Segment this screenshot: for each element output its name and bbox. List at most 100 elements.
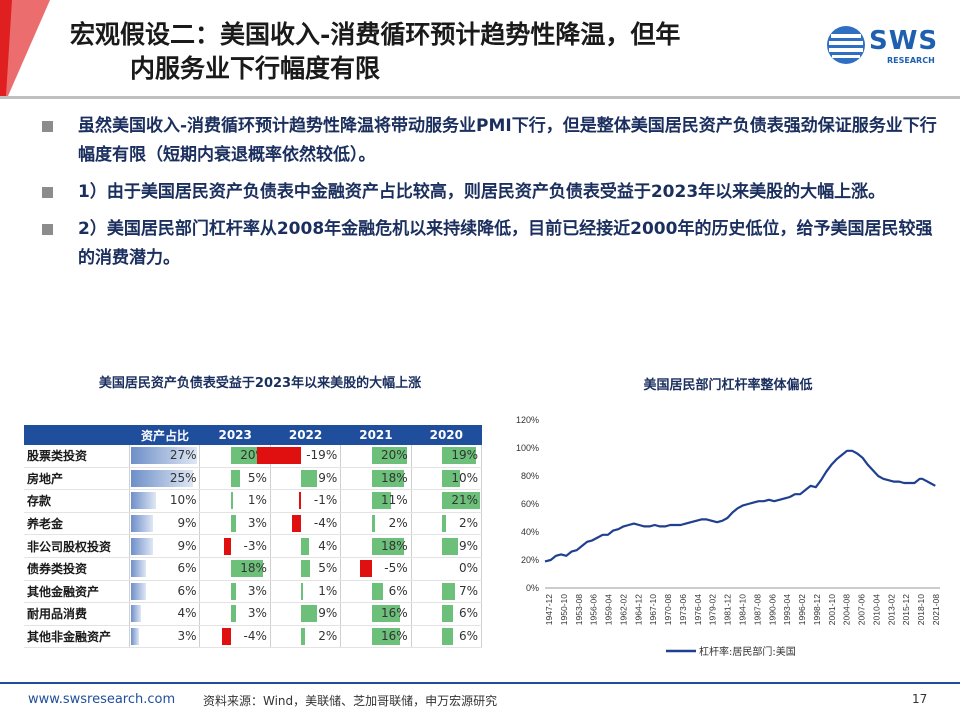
growth-cell: -4% [270, 512, 342, 536]
share-cell: 27% [129, 445, 201, 468]
cell-value: 1% [247, 493, 267, 508]
bullet-item: 1）由于美国居民资产负债表中金融资产占比较高，则居民资产负债表受益于2023年以… [38, 178, 938, 207]
row-label: 其他金融资产 [24, 580, 131, 604]
share-cell: 6% [129, 557, 201, 581]
x-tick-label: 2018-10 [916, 594, 926, 625]
y-tick-label: 0% [526, 583, 539, 593]
growth-cell: 18% [340, 467, 412, 491]
growth-cell: 6% [340, 580, 412, 604]
positive-bar [231, 492, 233, 510]
growth-cell: 18% [340, 534, 412, 558]
x-tick-label: 1981-12 [723, 594, 733, 625]
table-header-row: 资产占比 2023 2022 2021 2020 [24, 425, 482, 445]
cell-value: 9% [458, 538, 478, 553]
cell-value: 27% [169, 448, 197, 463]
negative-bar [299, 492, 302, 510]
cell-value: 9% [177, 516, 197, 531]
positive-bar [371, 469, 404, 487]
x-tick-label: 2010-04 [871, 594, 881, 625]
table-row: 其他金融资产 6% 3% 1% 6% 7% [24, 580, 483, 604]
cell-value: 18% [240, 561, 267, 576]
share-bar [131, 560, 147, 578]
positive-bar [442, 605, 453, 623]
positive-bar [231, 605, 237, 623]
table-row: 房地产 25% 5% 9% 18% 10% [24, 467, 483, 491]
table-row: 耐用品消费 4% 3% 9% 16% 6% [24, 602, 483, 626]
sws-logo: SWS RESEARCH [825, 22, 945, 72]
cell-value: 18% [380, 470, 408, 485]
row-label: 耐用品消费 [24, 602, 131, 626]
cell-value: 2% [318, 629, 338, 644]
footer-website-link[interactable]: www.swsresearch.com [28, 692, 176, 707]
bullet-square-icon [42, 187, 53, 198]
share-cell: 9% [129, 534, 201, 558]
x-tick-label: 1962-02 [618, 594, 628, 625]
y-tick-label: 120% [516, 415, 539, 425]
growth-cell: 2% [340, 512, 412, 536]
x-tick-label: 1967-10 [648, 594, 658, 625]
x-tick-label: 2001-10 [827, 594, 837, 625]
positive-bar [301, 560, 311, 578]
growth-cell: 5% [199, 467, 271, 491]
bullet-item: 虽然美国收入-消费循环预计趋势性降温将带动服务业PMI下行，但是整体美国居民资产… [38, 112, 938, 170]
title-line-2: 内服务业下行幅度有限 [130, 54, 381, 83]
growth-cell: 2% [411, 512, 483, 536]
x-tick-label: 1976-04 [693, 594, 703, 625]
cell-value: 5% [318, 561, 338, 576]
x-tick-label: 1984-10 [738, 594, 748, 625]
share-cell: 3% [129, 625, 201, 649]
cell-value: 10% [169, 493, 197, 508]
cell-value: 9% [177, 538, 197, 553]
y-tick-label: 20% [521, 555, 539, 565]
cell-value: 3% [247, 516, 267, 531]
positive-bar [371, 628, 401, 646]
row-label: 养老金 [24, 512, 131, 536]
negative-bar [224, 537, 232, 555]
positive-bar [442, 447, 477, 465]
x-tick-label: 1964-12 [633, 594, 643, 625]
y-tick-label: 80% [521, 471, 539, 481]
growth-cell: -5% [340, 557, 412, 581]
share-cell: 25% [129, 467, 201, 491]
bullet-text: 虽然美国收入-消费循环预计趋势性降温将带动服务业PMI下行，但是整体美国居民资产… [78, 116, 937, 165]
x-tick-label: 1979-02 [708, 594, 718, 625]
cell-value: -19% [306, 448, 338, 463]
growth-cell: 6% [411, 625, 483, 649]
cell-value: 6% [458, 606, 478, 621]
positive-bar [231, 582, 237, 600]
footer-source: 资料来源：Wind，美联储、芝加哥联储，申万宏源研究 [203, 694, 498, 708]
positive-bar [442, 628, 453, 646]
growth-cell: 5% [270, 557, 342, 581]
footer-divider [0, 682, 960, 684]
table-row: 债券类投资 6% 18% 5% -5% 0% [24, 557, 483, 581]
growth-cell: 21% [411, 489, 483, 513]
x-tick-label: 1947-12 [544, 594, 554, 625]
table-row: 非公司股权投资 9% -3% 4% 18% 9% [24, 534, 483, 558]
negative-bar [257, 447, 302, 465]
header-accent-graphic [0, 0, 58, 96]
cell-value: -1% [313, 493, 338, 508]
share-cell: 10% [129, 489, 201, 513]
cell-value: 1% [318, 583, 338, 598]
growth-cell: 11% [340, 489, 412, 513]
x-tick-label: 2007-06 [857, 594, 867, 625]
bullet-square-icon [42, 224, 53, 235]
growth-cell: 2% [270, 625, 342, 649]
cell-value: -4% [243, 629, 267, 644]
negative-bar [360, 560, 372, 578]
growth-cell: 7% [411, 580, 483, 604]
positive-bar [301, 628, 305, 646]
positive-bar [442, 492, 480, 510]
cell-value: 6% [177, 561, 197, 576]
growth-cell: 3% [199, 580, 271, 604]
x-tick-label: 2021-08 [931, 594, 941, 625]
positive-bar [371, 515, 376, 533]
logo-text: SWS [869, 26, 939, 56]
table-header-name [24, 425, 130, 445]
bullet-list: 虽然美国收入-消费循环预计趋势性降温将带动服务业PMI下行，但是整体美国居民资产… [38, 112, 938, 281]
share-cell: 4% [129, 602, 201, 626]
x-tick-label: 1973-06 [678, 594, 688, 625]
x-tick-label: 1970-08 [663, 594, 673, 625]
title-line-1: 宏观假设二：美国收入-消费循环预计趋势性降温，但年 [70, 20, 681, 49]
positive-bar [371, 605, 401, 623]
